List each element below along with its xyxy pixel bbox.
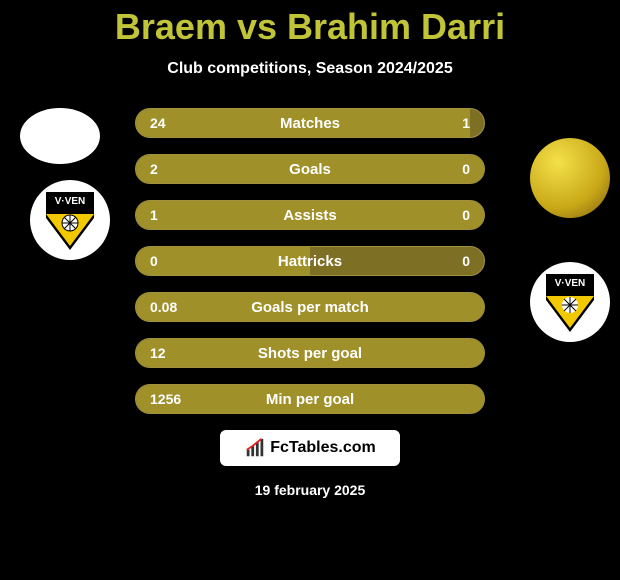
- stat-left-value: 12: [136, 345, 206, 361]
- stat-row: 1256Min per goal: [135, 384, 485, 414]
- stat-left-value: 2: [136, 161, 206, 177]
- stat-label: Goals per match: [206, 299, 414, 316]
- stat-label: Shots per goal: [206, 345, 414, 362]
- svg-text:V·VEN: V·VEN: [55, 196, 86, 207]
- stat-label: Min per goal: [206, 391, 414, 408]
- stat-left-value: 0: [136, 253, 206, 269]
- stat-label: Hattricks: [206, 253, 414, 270]
- page-title: Braem vs Brahim Darri: [0, 0, 620, 48]
- player2-crest: V·VEN: [530, 262, 610, 342]
- stat-right-value: 0: [414, 207, 484, 223]
- svg-text:V·VEN: V·VEN: [555, 278, 586, 289]
- stat-row: 0Hattricks0: [135, 246, 485, 276]
- stat-left-value: 1256: [136, 391, 206, 407]
- stat-right-value: 0: [414, 253, 484, 269]
- stat-row: 0.08Goals per match: [135, 292, 485, 322]
- stat-right-value: 0: [414, 161, 484, 177]
- crest-icon: V·VEN: [542, 270, 598, 334]
- stat-right-value: 1: [414, 115, 484, 131]
- player1-crest: V·VEN: [30, 180, 110, 260]
- page-subtitle: Club competitions, Season 2024/2025: [0, 60, 620, 78]
- player1-avatar: [20, 108, 100, 164]
- stat-label: Goals: [206, 161, 414, 178]
- stat-row: 12Shots per goal: [135, 338, 485, 368]
- stat-row: 2Goals0: [135, 154, 485, 184]
- chart-icon: [244, 437, 266, 459]
- footer-logo[interactable]: FcTables.com: [220, 430, 400, 466]
- footer-date: 19 february 2025: [0, 482, 620, 498]
- stat-left-value: 1: [136, 207, 206, 223]
- stat-left-value: 24: [136, 115, 206, 131]
- stat-label: Matches: [206, 115, 414, 132]
- stat-label: Assists: [206, 207, 414, 224]
- player2-avatar: [530, 138, 610, 218]
- crest-icon: V·VEN: [42, 188, 98, 252]
- stats-table: 24Matches12Goals01Assists00Hattricks00.0…: [135, 108, 485, 414]
- stat-left-value: 0.08: [136, 299, 206, 315]
- stat-row: 24Matches1: [135, 108, 485, 138]
- footer-logo-text: FcTables.com: [270, 439, 376, 457]
- stat-row: 1Assists0: [135, 200, 485, 230]
